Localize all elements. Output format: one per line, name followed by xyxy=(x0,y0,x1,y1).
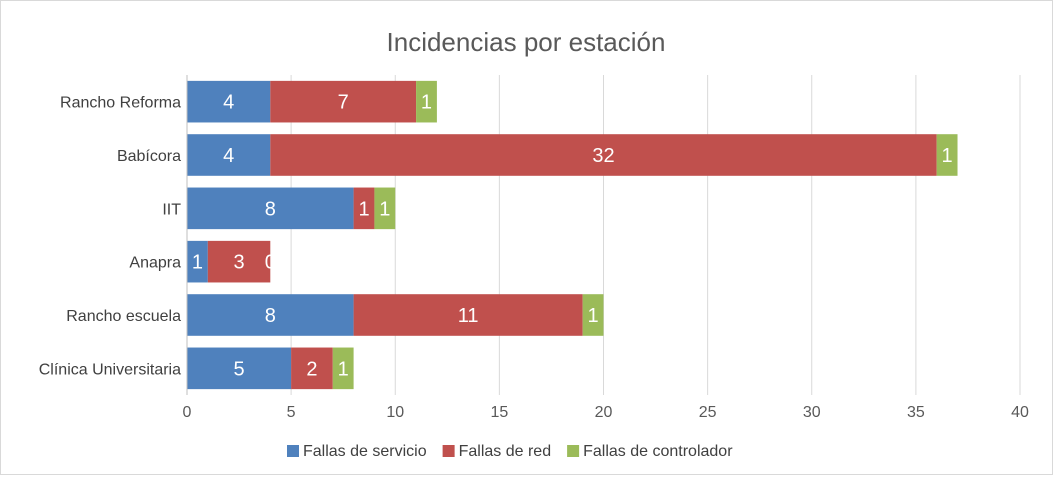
data-label: 0 xyxy=(265,252,276,274)
x-tick-label: 0 xyxy=(183,404,192,421)
data-label: 1 xyxy=(192,252,203,274)
x-tick-label: 5 xyxy=(287,404,296,421)
data-label: 5 xyxy=(234,358,245,380)
data-label: 1 xyxy=(588,305,599,327)
x-tick-label: 15 xyxy=(490,404,508,421)
legend-label: Fallas de servicio xyxy=(303,443,427,460)
data-label: 1 xyxy=(338,358,349,380)
legend-swatch xyxy=(287,445,299,457)
category-label: Rancho escuela xyxy=(66,308,181,325)
x-tick-label: 40 xyxy=(1011,404,1029,421)
chart-title: Incidencias por estación xyxy=(387,27,666,57)
legend-label: Fallas de controlador xyxy=(583,443,733,460)
data-label: 1 xyxy=(421,92,432,114)
data-label: 1 xyxy=(358,198,369,220)
data-label: 1 xyxy=(379,198,390,220)
x-tick-label: 25 xyxy=(699,404,717,421)
category-label: IIT xyxy=(162,201,181,218)
legend-label: Fallas de red xyxy=(459,443,552,460)
data-label: 4 xyxy=(223,145,234,167)
x-tick-label: 35 xyxy=(907,404,925,421)
data-label: 32 xyxy=(592,145,614,167)
x-tick-label: 20 xyxy=(595,404,613,421)
data-label: 4 xyxy=(223,92,234,114)
x-tick-label: 30 xyxy=(803,404,821,421)
category-label: Clínica Universitaria xyxy=(39,361,181,378)
x-tick-label: 10 xyxy=(386,404,404,421)
data-label: 7 xyxy=(338,92,349,114)
data-label: 8 xyxy=(265,305,276,327)
data-label: 11 xyxy=(458,305,479,327)
category-label: Anapra xyxy=(129,255,181,272)
data-label: 8 xyxy=(265,198,276,220)
legend-swatch xyxy=(443,445,455,457)
category-label: Babícora xyxy=(117,148,181,165)
category-label: Rancho Reforma xyxy=(60,95,181,112)
data-label: 1 xyxy=(942,145,953,167)
data-label: 3 xyxy=(234,252,245,274)
data-label: 2 xyxy=(306,358,317,380)
legend-swatch xyxy=(567,445,579,457)
